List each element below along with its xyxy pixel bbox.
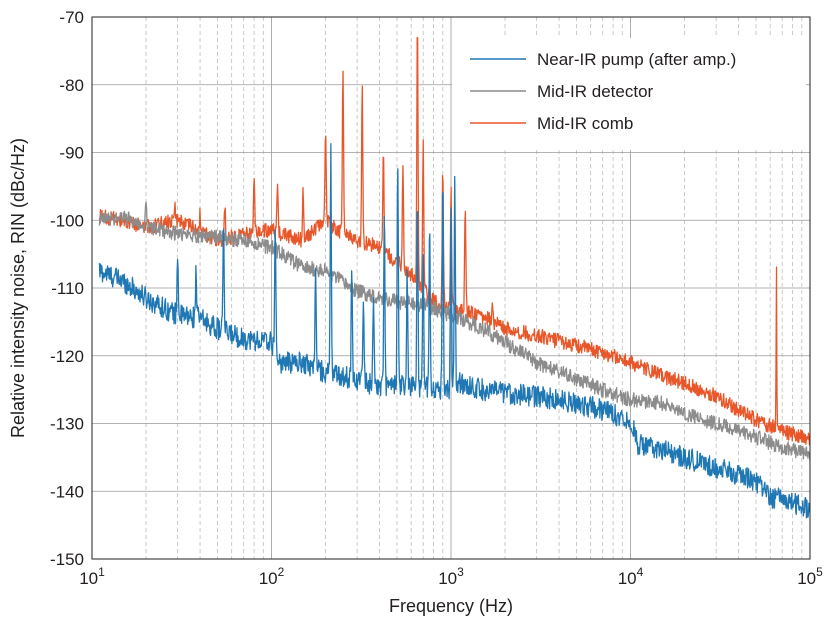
legend-label-mid-ir-detector: Mid-IR detector [537,82,654,101]
x-axis-label: Frequency (Hz) [389,596,513,616]
y-tick-label: -80 [59,76,84,95]
x-tick-label: 101 [79,565,105,588]
y-tick-label: -90 [59,144,84,163]
x-tick-label: 102 [259,565,285,588]
x-axis-ticks: 101 102 103 104 105 [79,565,823,588]
x-tick-label: 105 [797,565,823,588]
y-tick-label: -70 [59,8,84,27]
y-axis-ticks: -70 -80 -90 -100 -110 -120 -130 -140 -150 [50,8,84,569]
x-tick-label: 103 [438,565,464,588]
plot-frame [91,16,811,560]
y-tick-label: -120 [50,347,84,366]
y-tick-label: -110 [51,279,84,298]
y-tick-label: -140 [50,482,84,501]
legend: Near-IR pump (after amp.) Mid-IR detecto… [452,38,806,150]
series-line-1 [98,201,810,462]
legend-label-mid-ir-comb: Mid-IR comb [537,114,633,133]
legend-label-near-ir-pump: Near-IR pump (after amp.) [537,50,736,69]
y-tick-label: -130 [50,415,84,434]
y-tick-label: -100 [50,211,84,230]
legend-box [452,38,806,150]
y-tick-label: -150 [50,550,84,569]
series-line-0 [98,143,810,519]
series-layer [98,37,810,519]
x-tick-label: 104 [618,565,644,588]
y-axis-label: Relative intensity noise, RIN (dBc/Hz) [8,138,28,438]
